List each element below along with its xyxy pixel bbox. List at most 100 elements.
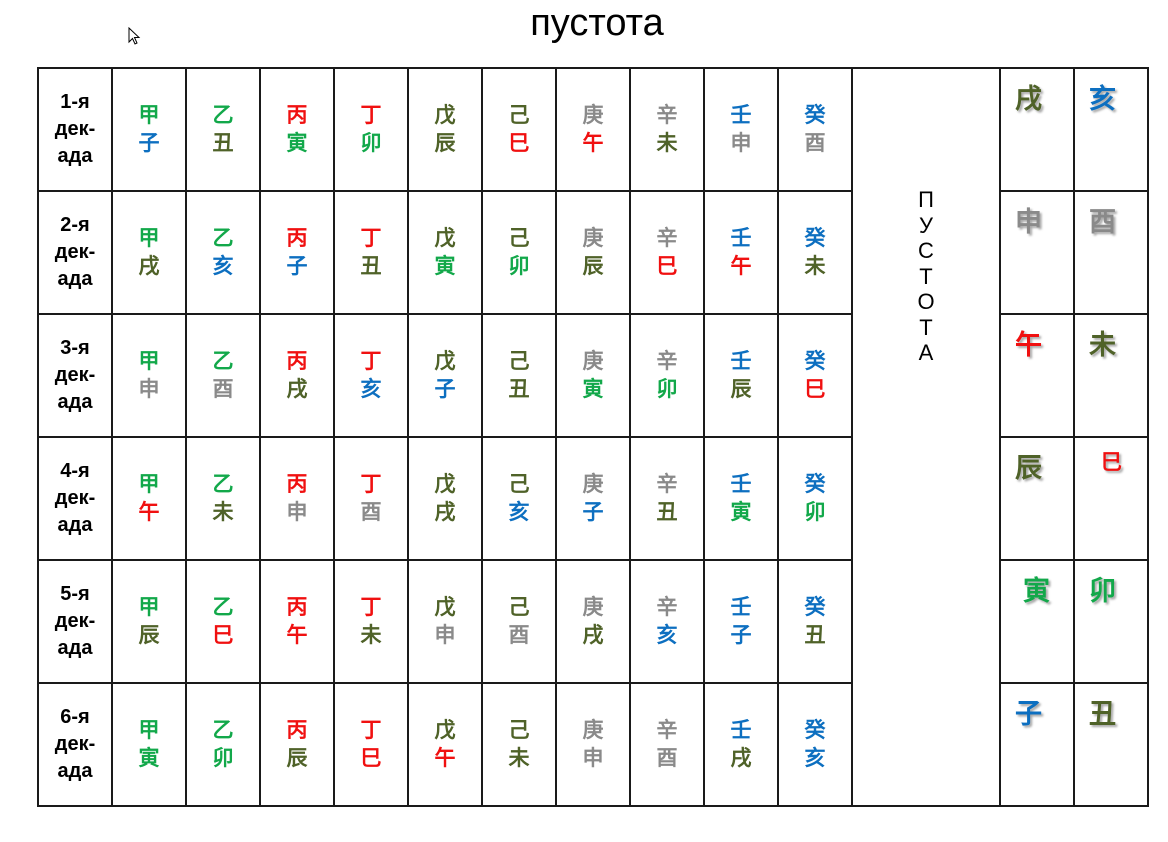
heavenly-stem: 戊 xyxy=(434,595,456,619)
heavenly-stem: 丙 xyxy=(286,595,308,619)
stem-branch-cell: 戊辰 xyxy=(407,67,483,192)
stem-branch-cell: 甲寅 xyxy=(111,682,187,807)
stem-branch-cell: 庚辰 xyxy=(555,190,631,315)
heavenly-stem: 壬 xyxy=(730,472,752,496)
decade-label-line: ада xyxy=(57,514,93,536)
stem-branch-cell: 壬子 xyxy=(703,559,779,684)
earthly-branch: 辰 xyxy=(434,131,456,155)
earthly-branch: 丑 xyxy=(212,131,234,155)
decade-label-line: дек- xyxy=(54,487,96,509)
earthly-branch: 卯 xyxy=(360,131,382,155)
heavenly-stem: 戊 xyxy=(434,226,456,250)
heavenly-stem: 辛 xyxy=(656,226,678,250)
stem-branch-cell: 乙丑 xyxy=(185,67,261,192)
earthly-branch: 子 xyxy=(434,377,456,401)
earthly-branch: 巳 xyxy=(360,746,382,770)
stem-branch-cell: 癸卯 xyxy=(777,436,853,561)
earthly-branch: 酉 xyxy=(360,500,382,524)
heavenly-stem: 乙 xyxy=(212,103,234,127)
earthly-branch: 申 xyxy=(138,377,160,401)
decade-label: 6-я дек-ада xyxy=(37,682,113,807)
stem-branch-cell: 己卯 xyxy=(481,190,557,315)
earthly-branch: 寅 xyxy=(286,131,308,155)
heavenly-stem: 乙 xyxy=(212,718,234,742)
earthly-branch: 寅 xyxy=(730,500,752,524)
heavenly-stem: 甲 xyxy=(138,226,160,250)
earthly-branch: 酉 xyxy=(508,623,530,647)
vertical-letter: П xyxy=(918,187,934,212)
earthly-branch: 未 xyxy=(360,623,382,647)
heavenly-stem: 戊 xyxy=(434,349,456,373)
stem-branch-cell: 辛亥 xyxy=(629,559,705,684)
heavenly-stem: 己 xyxy=(508,595,530,619)
vertical-letter: А xyxy=(918,340,934,365)
stem-branch-cell: 辛卯 xyxy=(629,313,705,438)
emptiness-branch: 酉 xyxy=(1089,207,1116,237)
stem-branch-cell: 壬午 xyxy=(703,190,779,315)
decade-label: 3-я дек-ада xyxy=(37,313,113,438)
decade-row: 5-я дек-ада 甲辰乙巳丙午丁未戊申己酉庚戌辛亥壬子癸丑寅卯 xyxy=(37,559,1149,684)
decade-row: 1-я дек-ада 甲子乙丑丙寅丁卯戊辰己巳庚午辛未壬申癸酉 П У С Т О Т А 戌亥 xyxy=(37,67,1149,807)
heavenly-stem: 壬 xyxy=(730,595,752,619)
heavenly-stem: 丁 xyxy=(360,595,382,619)
stem-branch-cell: 甲子 xyxy=(111,67,187,192)
heavenly-stem: 乙 xyxy=(212,349,234,373)
earthly-branch: 寅 xyxy=(582,377,604,401)
decade-row: 2-я дек-ада 甲戌乙亥丙子丁丑戊寅己卯庚辰辛巳壬午癸未申酉 xyxy=(37,190,1149,315)
stem-branch-cell: 己丑 xyxy=(481,313,557,438)
vertical-letter: Т xyxy=(919,314,933,340)
decade-label-line: 6-я xyxy=(60,706,90,728)
emptiness-branch-cell: 午 xyxy=(999,313,1075,438)
stem-branch-cell: 乙卯 xyxy=(185,682,261,807)
vertical-letter: С xyxy=(918,238,934,263)
earthly-branch: 午 xyxy=(138,500,160,524)
earthly-branch: 申 xyxy=(434,623,456,647)
emptiness-branch: 亥 xyxy=(1089,84,1116,114)
heavenly-stem: 甲 xyxy=(138,349,160,373)
earthly-branch: 寅 xyxy=(138,746,160,770)
stem-branch-cell: 丙午 xyxy=(259,559,335,684)
decade-label-line: дек- xyxy=(54,241,96,263)
emptiness-branch-cell: 申 xyxy=(999,190,1075,315)
decade-row: 3-я дек-ада 甲申乙酉丙戌丁亥戊子己丑庚寅辛卯壬辰癸巳午未 xyxy=(37,313,1149,438)
heavenly-stem: 辛 xyxy=(656,472,678,496)
heavenly-stem: 癸 xyxy=(804,349,826,373)
emptiness-branch: 丑 xyxy=(1089,699,1116,729)
earthly-branch: 子 xyxy=(286,254,308,278)
earthly-branch: 卯 xyxy=(508,254,530,278)
earthly-branch: 亥 xyxy=(656,623,678,647)
emptiness-branch: 未 xyxy=(1089,330,1116,360)
heavenly-stem: 乙 xyxy=(212,595,234,619)
heavenly-stem: 庚 xyxy=(582,595,604,619)
decade-label-line: ада xyxy=(57,391,93,413)
stem-branch-cell: 庚戌 xyxy=(555,559,631,684)
heavenly-stem: 丙 xyxy=(286,472,308,496)
page-title: пустота xyxy=(530,2,664,44)
heavenly-stem: 庚 xyxy=(582,349,604,373)
emptiness-branch: 午 xyxy=(1015,330,1042,360)
stem-branch-cell: 丁巳 xyxy=(333,682,409,807)
heavenly-stem: 戊 xyxy=(434,472,456,496)
emptiness-branch-cell: 卯 xyxy=(1073,559,1149,684)
heavenly-stem: 丁 xyxy=(360,472,382,496)
stem-branch-cell: 壬申 xyxy=(703,67,779,192)
earthly-branch: 申 xyxy=(582,746,604,770)
heavenly-stem: 丁 xyxy=(360,226,382,250)
stem-branch-cell: 庚午 xyxy=(555,67,631,192)
decade-label: 1-я дек-ада xyxy=(37,67,113,192)
heavenly-stem: 癸 xyxy=(804,472,826,496)
emptiness-branch: 戌 xyxy=(1015,84,1042,114)
decade-label-line: 2-я xyxy=(60,214,90,236)
stem-branch-cell: 辛未 xyxy=(629,67,705,192)
heavenly-stem: 己 xyxy=(508,472,530,496)
earthly-branch: 未 xyxy=(212,500,234,524)
earthly-branch: 亥 xyxy=(212,254,234,278)
heavenly-stem: 庚 xyxy=(582,718,604,742)
earthly-branch: 丑 xyxy=(360,254,382,278)
emptiness-branch: 寅 xyxy=(1023,576,1050,606)
stem-branch-cell: 甲申 xyxy=(111,313,187,438)
stem-branch-cell: 丁未 xyxy=(333,559,409,684)
earthly-branch: 辰 xyxy=(730,377,752,401)
earthly-branch: 戌 xyxy=(582,623,604,647)
earthly-branch: 午 xyxy=(582,131,604,155)
